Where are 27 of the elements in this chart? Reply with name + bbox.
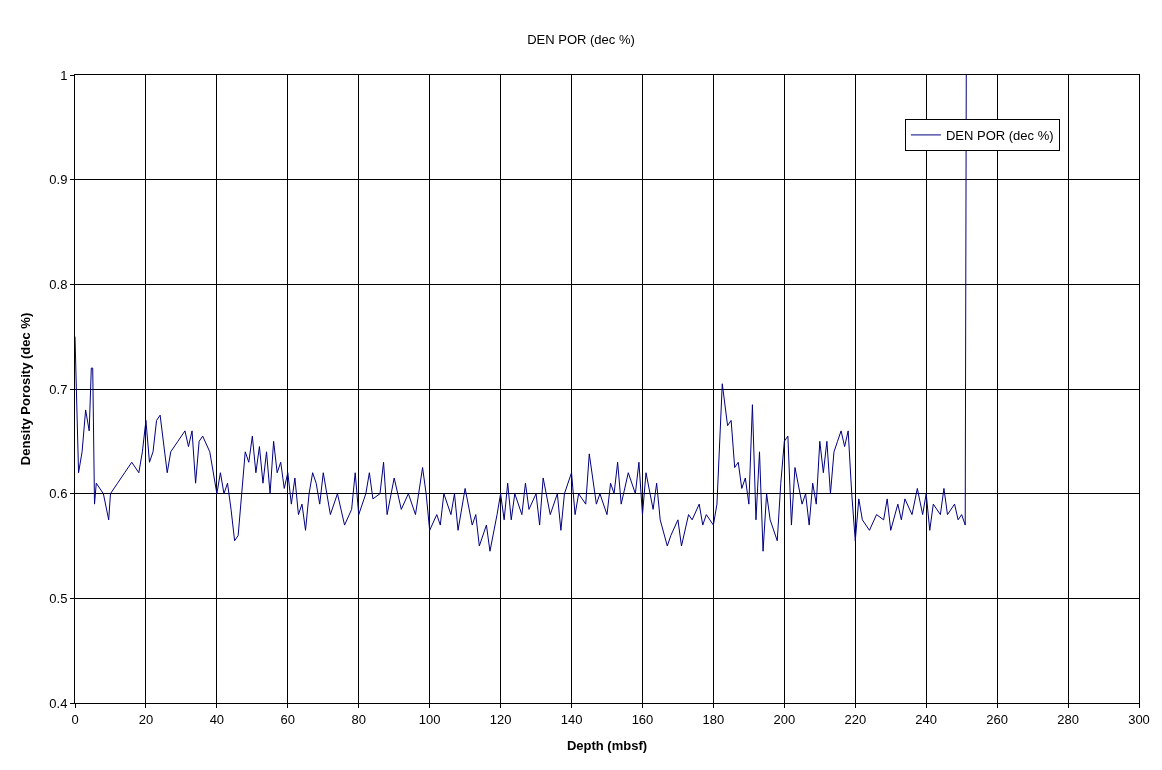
x-tick-label: 260 [986,711,1008,727]
x-tick-label: 20 [138,711,154,727]
y-tick-label: 0.5 [49,590,68,606]
y-tick-label: 0.8 [49,276,68,292]
x-tick-label: 300 [1128,711,1150,727]
x-tick-label: 200 [773,711,796,727]
x-tick-label: 180 [702,711,725,727]
x-tick-label: 40 [209,711,225,727]
x-tick-label: 120 [489,711,512,727]
x-tick-label: 100 [418,711,441,727]
y-tick-label: 0.6 [49,486,68,502]
y-tick-label: 0.7 [49,381,68,397]
legend-label: DEN POR (dec %) [945,127,1054,143]
y-axis-title: Density Porosity (dec %) [18,312,34,466]
x-tick-label: 80 [351,711,366,727]
chart-title: DEN POR (dec %) [527,31,635,47]
y-tick-label: 0.9 [49,172,68,188]
y-tick-label: 0.4 [49,695,68,711]
x-axis-title: Depth (mbsf) [566,738,648,754]
x-tick-label: 280 [1057,711,1079,727]
x-tick-label: 60 [280,711,296,727]
x-tick-label: 220 [844,711,867,727]
y-tick-label: 1 [60,67,68,83]
x-tick-label: 160 [631,711,654,727]
x-tick-label: 0 [71,711,79,727]
x-tick-label: 140 [560,711,583,727]
x-tick-label: 240 [915,711,938,727]
